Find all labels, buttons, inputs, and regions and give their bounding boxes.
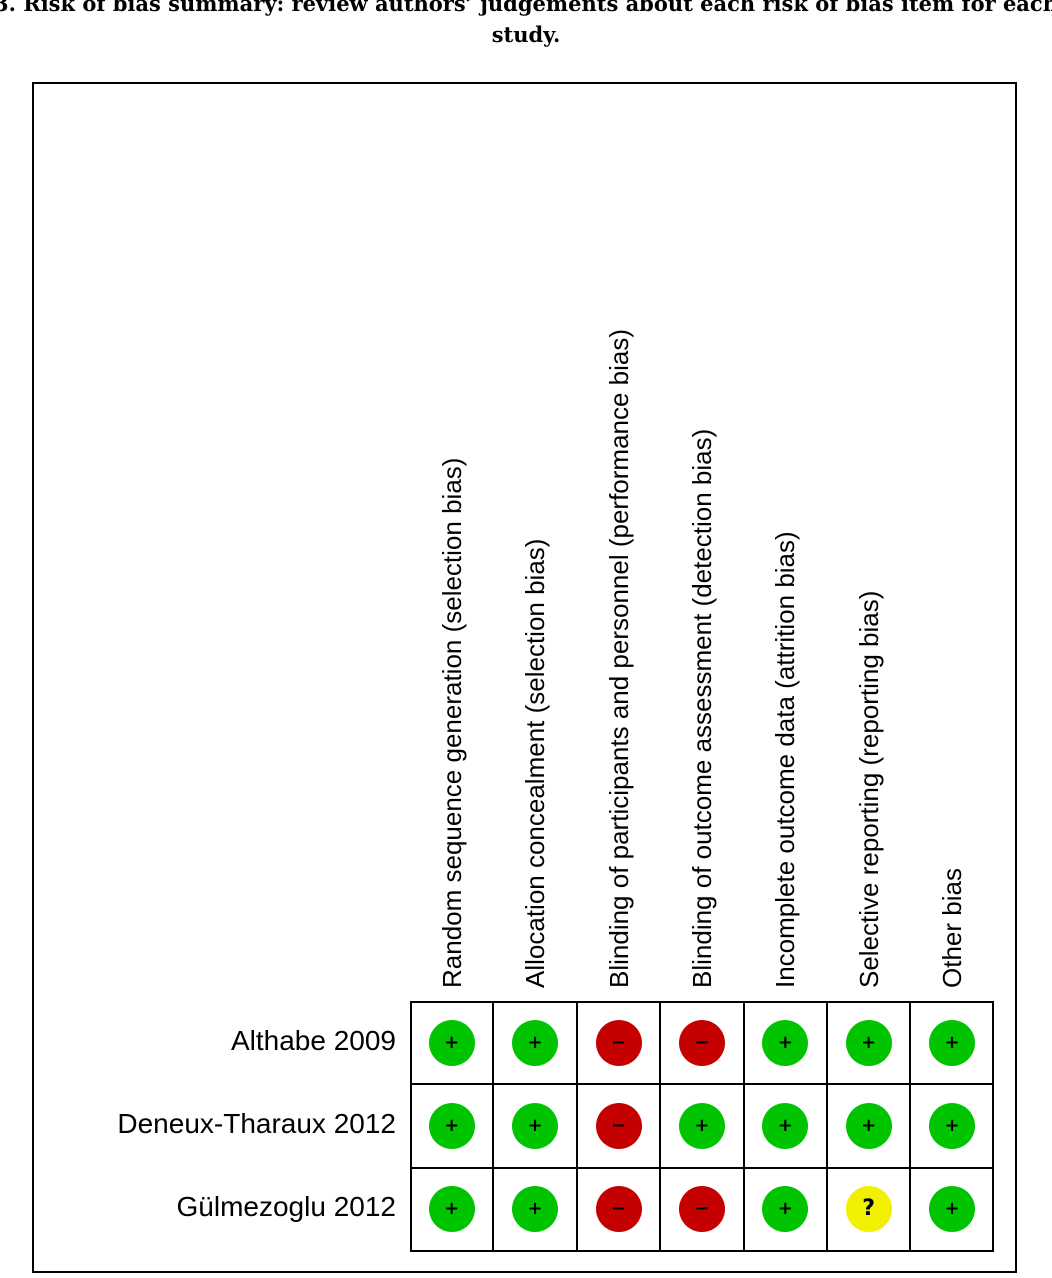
judgement-dot-low: + <box>678 1102 725 1149</box>
judgement-dot-high: − <box>595 1019 642 1066</box>
domain-header-random-sequence: Random sequence generation (selection bi… <box>436 457 467 988</box>
judgement-symbol: − <box>610 1198 627 1220</box>
judgement-symbol: + <box>527 1031 543 1053</box>
judgement-dot-low: + <box>929 1019 976 1066</box>
judgement-dot-low: + <box>512 1102 559 1149</box>
judgement-dot-low: + <box>428 1186 475 1233</box>
judgement-dot-low: + <box>762 1186 809 1233</box>
judgement-dot-high: − <box>678 1186 725 1233</box>
judgement-symbol: − <box>694 1031 710 1053</box>
figure-frame <box>32 82 1017 1273</box>
judgement-dot-low: + <box>929 1102 976 1149</box>
judgement-symbol: + <box>444 1031 460 1053</box>
grid-horizontal-line <box>410 1083 994 1086</box>
judgement-symbol: + <box>694 1114 710 1136</box>
judgement-dot-low: + <box>512 1019 559 1066</box>
judgement-dot-low: + <box>845 1102 892 1149</box>
domain-header-incomplete-outcome: Incomplete outcome data (attrition bias) <box>770 531 801 988</box>
judgement-symbol: + <box>444 1114 460 1136</box>
figure-caption: 3. Risk of bias summary: review authors’… <box>0 0 1052 50</box>
judgement-dot-unclear: ? <box>845 1186 892 1233</box>
grid-vertical-line <box>659 1001 662 1252</box>
judgement-dot-low: + <box>762 1102 809 1149</box>
caption-line-2: study. <box>491 22 561 47</box>
judgement-dot-high: − <box>678 1019 725 1066</box>
judgement-symbol: + <box>777 1031 793 1053</box>
grid-vertical-line <box>826 1001 828 1252</box>
judgement-symbol: ? <box>862 1196 876 1222</box>
judgement-dot-low: + <box>428 1019 475 1066</box>
domain-header-blinding-participants: Blinding of participants and personnel (… <box>603 328 634 988</box>
domain-header-blinding-outcome: Blinding of outcome assessment (detectio… <box>686 428 717 988</box>
caption-line-1: 3. Risk of bias summary: review authors’… <box>0 0 1052 16</box>
judgement-dot-low: + <box>512 1186 559 1233</box>
judgement-symbol: + <box>777 1114 793 1136</box>
judgement-symbol: + <box>444 1198 460 1220</box>
judgement-dot-low: + <box>845 1019 892 1066</box>
judgement-symbol: − <box>610 1114 627 1136</box>
judgement-dot-low: + <box>428 1102 475 1149</box>
judgement-symbol: + <box>944 1198 960 1220</box>
judgement-symbol: + <box>777 1198 793 1220</box>
study-label-gulmezoglu-2012: Gülmezoglu 2012 <box>176 1191 396 1223</box>
domain-header-other-bias: Other bias <box>937 868 968 988</box>
judgement-symbol: + <box>944 1114 960 1136</box>
judgement-symbol: + <box>861 1031 877 1053</box>
judgement-symbol: + <box>861 1114 877 1136</box>
grid-vertical-line <box>492 1001 495 1252</box>
grid-horizontal-line <box>410 1166 994 1169</box>
judgement-dot-low: + <box>762 1019 809 1066</box>
judgement-dot-low: + <box>929 1186 976 1233</box>
judgement-symbol: − <box>610 1031 627 1053</box>
judgement-dot-high: − <box>595 1102 642 1149</box>
domain-header-selective-reporting: Selective reporting (reporting bias) <box>853 590 884 988</box>
study-label-althabe-2009: Althabe 2009 <box>230 1024 396 1056</box>
judgement-symbol: + <box>527 1198 543 1220</box>
study-label-deneux-tharaux-2012: Deneux-Tharaux 2012 <box>117 1107 396 1139</box>
risk-of-bias-grid <box>410 1001 994 1252</box>
grid-vertical-line <box>742 1001 745 1252</box>
grid-vertical-line <box>909 1001 912 1252</box>
domain-header-allocation-concealment: Allocation concealment (selection bias) <box>520 538 551 988</box>
judgement-symbol: + <box>527 1114 543 1136</box>
judgement-symbol: − <box>694 1198 710 1220</box>
judgement-symbol: + <box>944 1031 960 1053</box>
grid-vertical-line <box>575 1001 578 1252</box>
judgement-dot-high: − <box>595 1186 642 1233</box>
